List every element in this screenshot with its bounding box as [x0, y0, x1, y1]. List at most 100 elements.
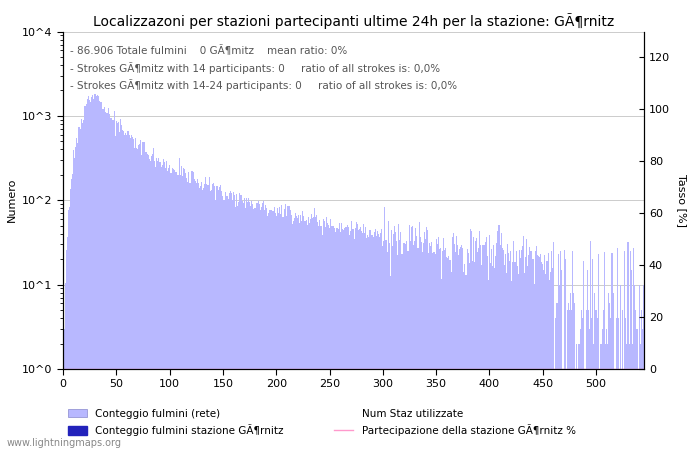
- Bar: [295, 213, 296, 450]
- Bar: [610, 318, 612, 450]
- Bar: [547, 252, 549, 450]
- Bar: [230, 191, 231, 450]
- Bar: [359, 229, 360, 450]
- Bar: [216, 186, 217, 450]
- Bar: [89, 100, 90, 450]
- Bar: [205, 177, 206, 450]
- Bar: [390, 276, 391, 450]
- Bar: [116, 121, 117, 450]
- Bar: [305, 220, 307, 450]
- Bar: [575, 369, 576, 450]
- Bar: [298, 215, 299, 450]
- Bar: [246, 198, 247, 450]
- Bar: [410, 241, 411, 450]
- Bar: [462, 248, 463, 450]
- Bar: [416, 236, 417, 450]
- Bar: [253, 209, 254, 450]
- Bar: [566, 369, 567, 450]
- Bar: [351, 221, 352, 450]
- Legend: Conteggio fulmini (rete), Conteggio fulmini stazione GÃ¶rnitz: Conteggio fulmini (rete), Conteggio fulm…: [68, 409, 284, 436]
- Bar: [254, 208, 256, 450]
- Bar: [282, 217, 283, 450]
- Bar: [278, 213, 279, 450]
- Bar: [641, 310, 643, 450]
- Bar: [283, 217, 284, 450]
- Bar: [475, 242, 476, 450]
- Bar: [316, 216, 317, 450]
- Bar: [619, 369, 620, 450]
- Bar: [509, 261, 510, 450]
- Bar: [523, 235, 524, 450]
- Bar: [94, 94, 95, 450]
- Bar: [571, 310, 572, 450]
- Bar: [263, 201, 264, 450]
- Bar: [178, 158, 180, 450]
- Bar: [107, 112, 108, 450]
- Bar: [318, 226, 319, 450]
- Bar: [508, 253, 509, 450]
- Bar: [90, 102, 91, 450]
- Bar: [329, 228, 330, 450]
- Bar: [496, 243, 498, 450]
- Bar: [241, 202, 243, 450]
- Bar: [68, 210, 69, 450]
- Bar: [601, 344, 602, 450]
- Bar: [582, 261, 584, 450]
- Bar: [188, 172, 189, 450]
- Bar: [280, 214, 281, 450]
- Bar: [120, 119, 121, 450]
- Bar: [538, 256, 539, 450]
- Bar: [76, 139, 78, 450]
- Bar: [521, 250, 522, 450]
- Bar: [288, 207, 290, 450]
- Bar: [528, 255, 529, 450]
- Bar: [131, 135, 132, 450]
- Bar: [207, 185, 209, 450]
- Bar: [474, 262, 475, 450]
- Bar: [633, 248, 634, 450]
- Bar: [357, 225, 358, 450]
- Bar: [349, 235, 350, 450]
- Bar: [247, 202, 248, 450]
- Bar: [293, 221, 294, 450]
- Bar: [506, 274, 507, 450]
- Bar: [594, 293, 596, 450]
- Title: Localizzazoni per stazioni partecipanti ultime 24h per la stazione: GÃ¶rnitz: Localizzazoni per stazioni partecipanti …: [93, 13, 614, 29]
- Legend: Num Staz utilizzate, Partecipazione della stazione GÃ¶rnitz %: Num Staz utilizzate, Partecipazione dell…: [335, 409, 575, 436]
- Bar: [486, 256, 488, 450]
- Bar: [578, 344, 580, 450]
- Bar: [215, 200, 216, 450]
- Bar: [368, 237, 370, 450]
- Bar: [300, 215, 301, 450]
- Bar: [588, 310, 589, 450]
- Partecipazione della stazione GÃ¶rnitz %: [109, 366, 118, 372]
- Bar: [622, 310, 623, 450]
- Bar: [270, 210, 272, 450]
- Bar: [137, 148, 138, 450]
- Bar: [379, 237, 380, 450]
- Bar: [408, 251, 409, 450]
- Bar: [444, 250, 445, 450]
- Bar: [558, 254, 559, 450]
- Bar: [431, 242, 433, 450]
- Bar: [587, 270, 588, 450]
- Bar: [276, 207, 278, 450]
- Bar: [118, 122, 119, 450]
- Bar: [515, 251, 517, 450]
- Bar: [590, 241, 592, 450]
- Bar: [302, 211, 303, 450]
- Bar: [384, 207, 386, 450]
- Bar: [194, 179, 195, 450]
- Bar: [407, 251, 408, 450]
- Bar: [92, 95, 93, 450]
- Bar: [99, 101, 100, 450]
- Bar: [93, 99, 95, 450]
- Bar: [127, 131, 129, 450]
- Bar: [604, 252, 605, 450]
- Bar: [564, 250, 565, 450]
- Bar: [304, 220, 305, 450]
- Bar: [101, 102, 102, 450]
- Bar: [326, 217, 327, 450]
- Bar: [319, 220, 321, 450]
- Bar: [340, 232, 341, 450]
